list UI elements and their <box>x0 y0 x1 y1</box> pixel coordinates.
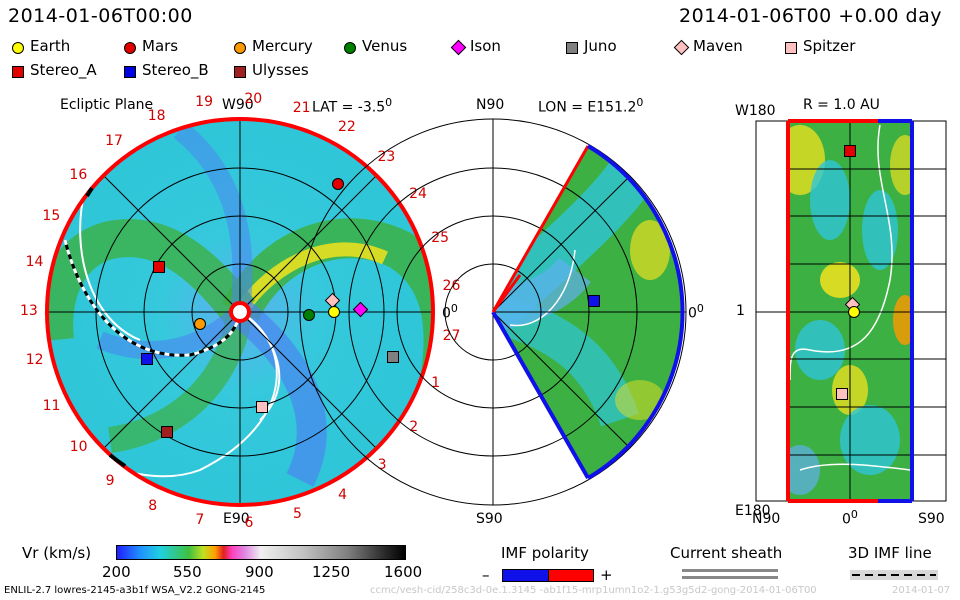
carrington-label: 24 <box>409 186 427 203</box>
stereo-a-marker <box>153 261 165 273</box>
colorbar-tick-550: 550 <box>173 563 202 581</box>
legend-label: Juno <box>584 37 617 55</box>
mars-marker <box>332 178 344 190</box>
mercury-legend-icon <box>234 42 246 54</box>
radial-bottom-label: E180 <box>735 503 771 519</box>
spitzer-legend-icon <box>785 42 797 54</box>
radial-stereo-a-marker <box>844 145 856 157</box>
imf-polarity-bar-positive <box>548 569 594 582</box>
legend-label: Mercury <box>252 37 313 55</box>
carrington-label: 12 <box>25 352 44 369</box>
radial-x-label-s90: S90 <box>918 511 945 527</box>
colorbar-tick-1250: 1250 <box>312 563 351 581</box>
ecliptic-right-label: 00 <box>442 302 458 322</box>
carrington-label: 15 <box>42 208 61 225</box>
stereo-a-legend-icon <box>12 66 24 78</box>
radial-x-label-0: 00 <box>842 508 858 528</box>
imf-minus-label: – <box>482 566 490 584</box>
carrington-label: 4 <box>338 486 348 503</box>
current-sheath-swatch <box>682 569 778 579</box>
stereo-b-marker <box>141 353 153 365</box>
legend-label: Stereo_B <box>142 61 209 79</box>
mercury-marker <box>194 318 206 330</box>
earth-legend-icon <box>12 42 24 54</box>
radial-mid-label: 1 <box>736 303 745 319</box>
stereo-b-legend-icon <box>124 66 136 78</box>
carrington-label: 3 <box>377 457 387 474</box>
carrington-label: 21 <box>292 99 311 116</box>
carrington-label: 23 <box>377 148 396 165</box>
meridional-top-label: N90 <box>476 97 505 113</box>
legend-label: Maven <box>693 37 743 55</box>
ecliptic-lat-label: LAT = -3.50 <box>312 96 393 116</box>
carrington-label: 14 <box>25 254 44 271</box>
meridional-lon-label: LON = E151.20 <box>538 96 644 116</box>
legend-label: Spitzer <box>803 37 856 55</box>
colorbar-tick-200: 200 <box>102 563 131 581</box>
footer-model: ENLIL-2.7 lowres-2145-a3b1f WSA_V2.2 GON… <box>4 585 266 596</box>
venus-marker <box>303 309 315 321</box>
radial-x-label-n90: N90 <box>752 511 781 527</box>
radial-spitzer-marker <box>836 388 848 400</box>
ecliptic-bottom-label: E90 <box>223 511 250 527</box>
colorbar <box>116 545 406 560</box>
carrington-label: 10 <box>69 439 88 456</box>
carrington-label: 13 <box>20 303 38 320</box>
ulysses-marker <box>161 426 173 438</box>
imf-line-label: 3D IMF line <box>848 544 932 562</box>
timestamp-right: 2014-01-06T00 +0.00 day <box>679 5 942 27</box>
legend-label: Earth <box>30 37 71 55</box>
radial-top-label: W180 <box>735 103 776 119</box>
legend-label: Stereo_A <box>30 61 97 79</box>
juno-legend-icon <box>566 42 578 54</box>
ecliptic-title: Ecliptic Plane <box>60 97 154 113</box>
carrington-label: 1 <box>431 375 441 392</box>
imf-polarity-label: IMF polarity <box>501 544 589 562</box>
legend-label: Mars <box>142 37 179 55</box>
carrington-label: 5 <box>292 506 302 523</box>
juno-marker <box>387 351 399 363</box>
carrington-label: 22 <box>337 119 356 136</box>
carrington-label: 18 <box>147 108 166 125</box>
carrington-label: 6 <box>244 514 254 531</box>
legend-label: Ulysses <box>252 61 309 79</box>
radial-r-label: R = 1.0 AU <box>803 97 880 113</box>
carrington-label: 26 <box>442 278 461 295</box>
carrington-label: 20 <box>244 91 263 108</box>
imf-plus-label: + <box>600 566 613 584</box>
carrington-label: 9 <box>105 473 115 490</box>
radial-earth-marker <box>848 306 860 318</box>
carrington-label: 2 <box>409 419 419 436</box>
carrington-label: 17 <box>105 133 123 150</box>
venus-legend-icon <box>344 42 356 54</box>
colorbar-label: Vr (km/s) <box>22 544 92 562</box>
footer-path: ccmc/vesh-cid/258c3d-0e.1.3145 -ab1f15-m… <box>370 585 817 596</box>
earth-marker <box>328 306 340 318</box>
meridional-right-label: 00 <box>688 302 704 322</box>
carrington-label: 7 <box>195 511 205 528</box>
timestamp-left: 2014-01-06T00:00 <box>8 5 193 27</box>
carrington-label: 11 <box>42 398 61 415</box>
meridional-stereo-b-marker <box>588 295 600 307</box>
legend-label: Venus <box>362 37 408 55</box>
colorbar-tick-1600: 1600 <box>384 563 423 581</box>
meridional-bottom-label: S90 <box>476 511 503 527</box>
ulysses-legend-icon <box>234 66 246 78</box>
legend-label: Ison <box>470 37 501 55</box>
carrington-label: 19 <box>195 94 213 111</box>
spitzer-marker <box>256 401 268 413</box>
ecliptic-top-label: W90 <box>222 97 254 113</box>
carrington-label: 16 <box>69 166 88 183</box>
footer-date: 2014-01-07 <box>892 585 951 596</box>
mars-legend-icon <box>124 42 136 54</box>
carrington-label: 8 <box>148 497 158 514</box>
current-sheath-label: Current sheath <box>670 544 783 562</box>
colorbar-tick-900: 900 <box>245 563 274 581</box>
